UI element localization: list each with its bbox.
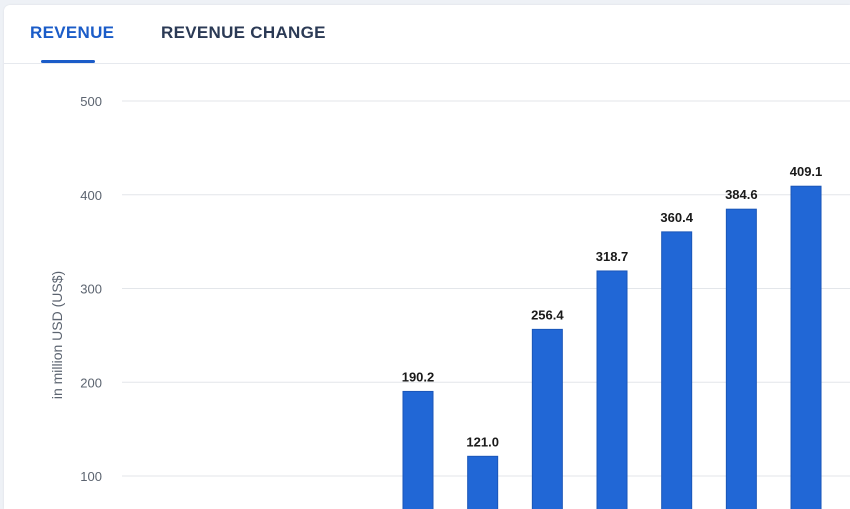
bar[interactable] xyxy=(661,231,693,509)
y-tick-label: 500 xyxy=(80,94,102,109)
bar[interactable] xyxy=(531,328,563,509)
bar-value-label: 121.0 xyxy=(466,434,499,449)
bar-value-label: 360.4 xyxy=(660,210,693,225)
y-tick-label: 200 xyxy=(80,375,102,390)
bar-chart: 100 200 300 400 500 in million USD (US$) 190… xyxy=(49,94,850,509)
chart-card: REVENUE REVENUE CHANGE 100 200 300 400 500 i… xyxy=(4,5,850,509)
bar-value-label: 384.6 xyxy=(725,187,758,202)
bar[interactable] xyxy=(596,270,628,509)
y-tick-label: 400 xyxy=(80,188,102,203)
bar[interactable] xyxy=(790,185,822,509)
tab-revenue[interactable]: REVENUE xyxy=(30,23,115,42)
bar-value-label: 190.2 xyxy=(402,369,435,384)
data-labels: 190.2 121.0 256.4 318.7 360.4 384.6 409.1 xyxy=(402,164,823,449)
bar[interactable] xyxy=(402,390,434,509)
bar-value-label: 409.1 xyxy=(790,164,823,179)
tab-revenue-change[interactable]: REVENUE CHANGE xyxy=(161,23,326,42)
y-tick-label: 300 xyxy=(80,282,102,297)
bar[interactable] xyxy=(467,455,499,509)
bar[interactable] xyxy=(725,208,757,509)
bars xyxy=(402,185,822,509)
y-axis-ticks: 100 200 300 400 500 xyxy=(80,94,102,484)
bar-value-label: 256.4 xyxy=(531,307,564,322)
y-axis-title: in million USD (US$) xyxy=(49,271,65,399)
active-tab-indicator xyxy=(41,60,95,63)
y-tick-label: 100 xyxy=(80,469,102,484)
tab-bar: REVENUE REVENUE CHANGE xyxy=(4,5,850,64)
bar-value-label: 318.7 xyxy=(596,249,629,264)
